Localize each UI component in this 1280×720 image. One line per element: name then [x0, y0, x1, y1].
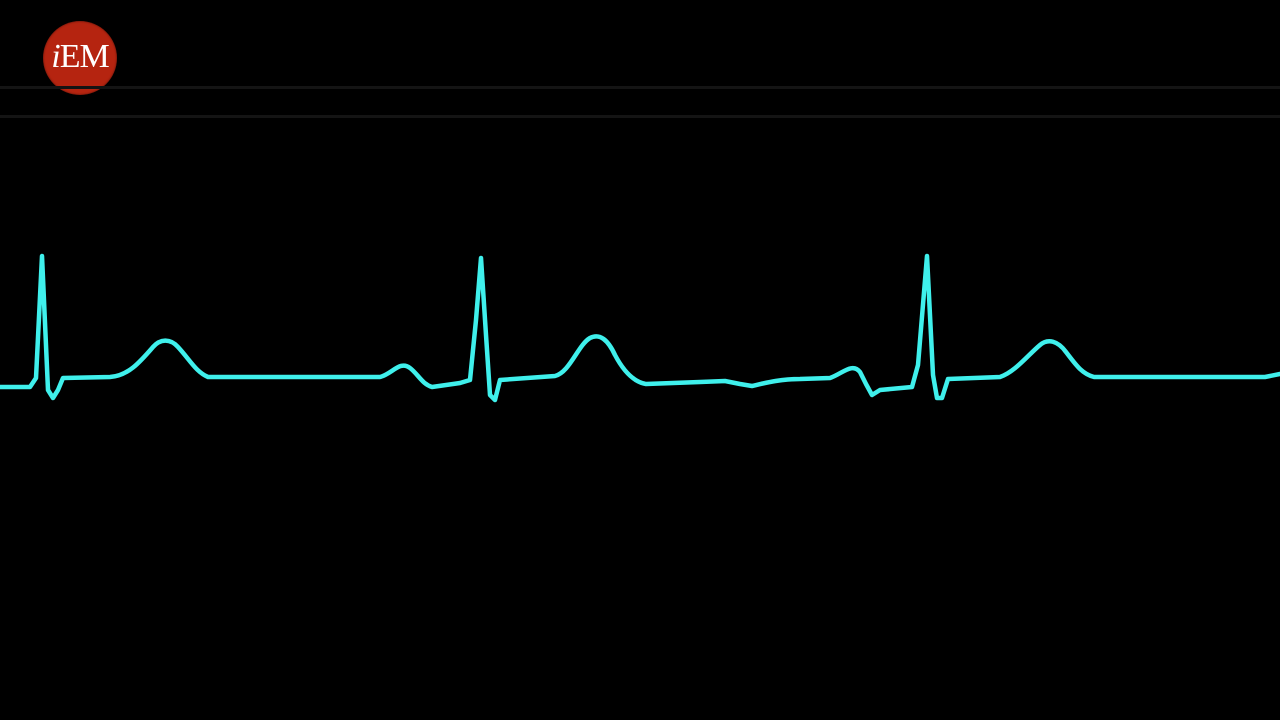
logo-text-em: EM — [59, 38, 110, 75]
logo-text: iEM — [51, 38, 110, 75]
divider-line-bottom — [0, 115, 1280, 118]
ecg-waveform — [0, 253, 1280, 403]
divider-line-top — [0, 86, 1280, 89]
iem-logo-icon: iEM — [43, 21, 117, 95]
logo-text-i: i — [51, 38, 61, 75]
